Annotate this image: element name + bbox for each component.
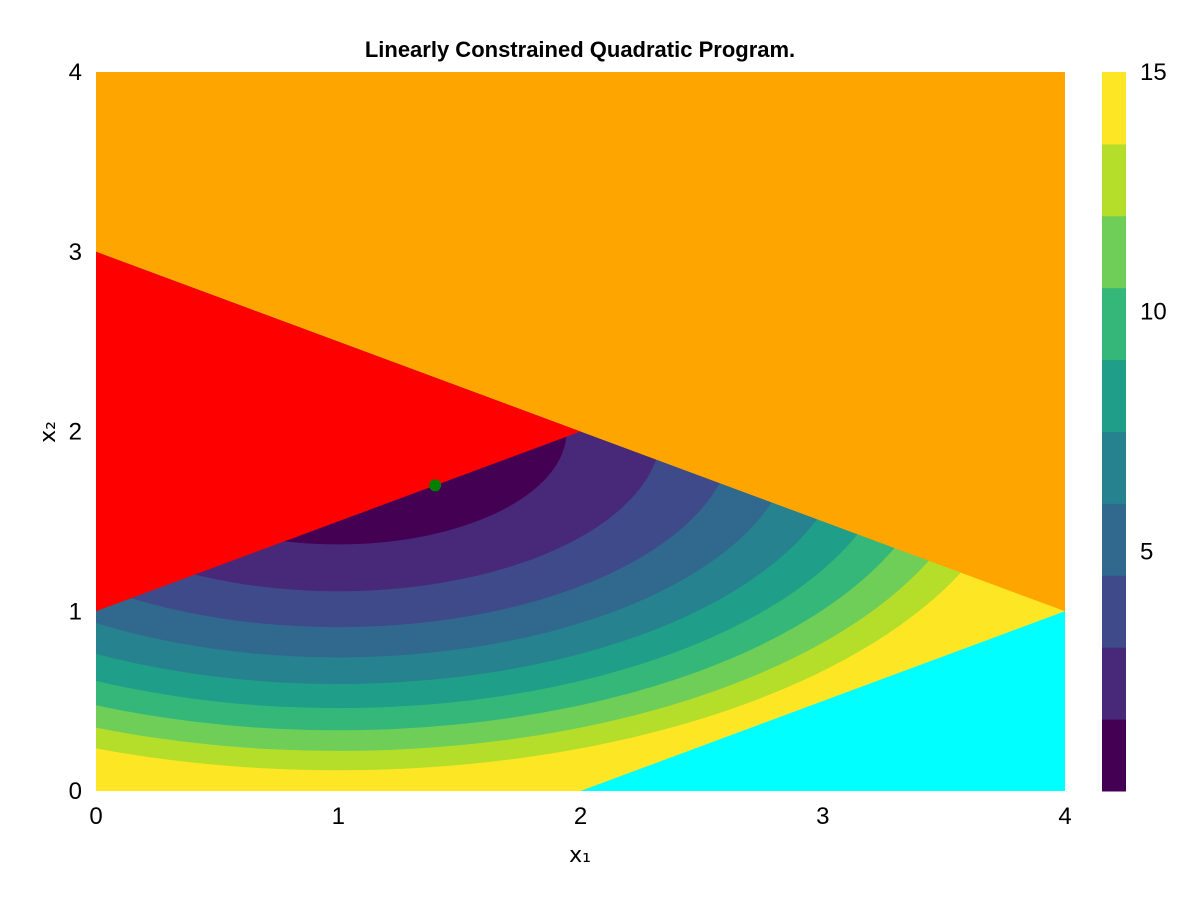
y-tick-label: 2 (69, 419, 82, 446)
optimum-point (429, 479, 442, 492)
colorbar-segment (1102, 143, 1126, 217)
colorbar-segment (1102, 431, 1126, 504)
colorbar-segment (1102, 287, 1126, 361)
colorbar-segment (1102, 575, 1126, 648)
chart-title: Linearly Constrained Quadratic Program. (365, 37, 795, 62)
x-axis-ticks: 0 1 2 3 4 (89, 803, 1071, 830)
y-tick-label: 0 (69, 778, 82, 805)
x-tick-label: 0 (89, 803, 102, 830)
colorbar-segment (1102, 359, 1126, 432)
y-tick-label: 3 (69, 239, 82, 266)
x-tick-label: 4 (1058, 803, 1071, 830)
colorbar-segment (1102, 503, 1126, 576)
colorbar-ticks: 5 10 15 (1140, 59, 1167, 565)
optimum-layer (429, 479, 442, 492)
x-tick-label: 2 (574, 803, 587, 830)
constraint-region-2 (96, 251, 581, 612)
x-tick-label: 3 (816, 803, 829, 830)
colorbar-tick-label: 10 (1140, 299, 1167, 326)
y-axis-ticks: 0 1 2 3 4 (69, 59, 82, 805)
plot-area (96, 72, 1065, 791)
colorbar-tick-label: 15 (1140, 59, 1167, 86)
x-tick-label: 1 (332, 803, 345, 830)
y-axis-label: x₂ (36, 421, 61, 443)
constraint-regions (96, 72, 1065, 791)
colorbar-segment (1102, 215, 1126, 289)
constraint-region-1 (96, 72, 1065, 612)
colorbar-segment (1102, 647, 1126, 720)
colorbar-segment (1102, 719, 1126, 792)
colorbar-tick-label: 5 (1140, 538, 1153, 565)
colorbar (1102, 72, 1126, 792)
y-tick-label: 1 (69, 598, 82, 625)
colorbar-segment (1102, 72, 1126, 145)
x-axis-label: x₁ (569, 843, 591, 868)
constraint-region-3 (580, 611, 1065, 791)
y-tick-label: 4 (69, 59, 82, 86)
